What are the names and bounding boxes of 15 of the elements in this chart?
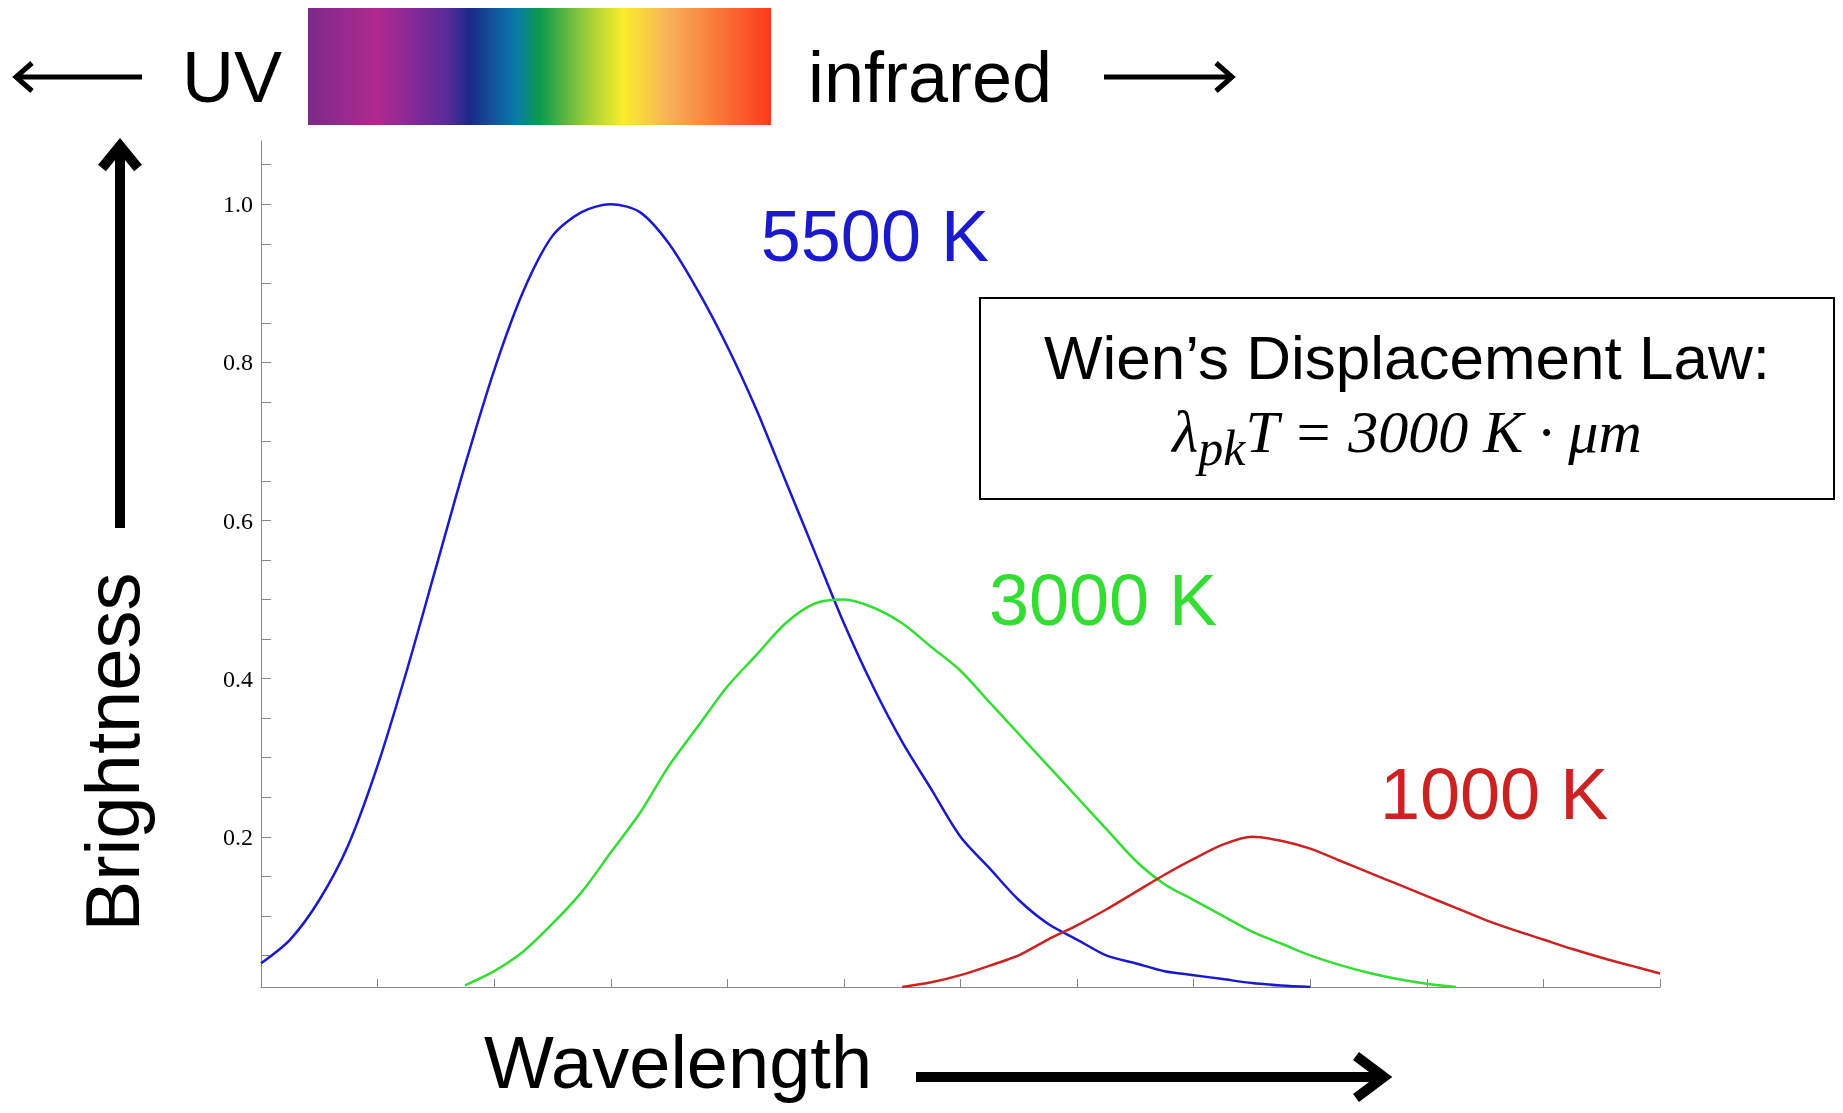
annotation: Wien’s Displacement Law: xyxy=(1043,322,1771,394)
y-axis-title: Brightness xyxy=(68,572,156,932)
series-label: 5500 K xyxy=(760,196,989,277)
line-series xyxy=(900,835,1662,989)
annotation: λ$_{pk}$T = 3000 K · μm xyxy=(1170,398,1643,478)
y-tick-label: 0.4 xyxy=(223,665,253,692)
series-label: 1000 K xyxy=(1379,753,1609,834)
y-tick-label: 0.6 xyxy=(223,507,253,534)
text: infrared xyxy=(808,36,1053,118)
y-tick-label: 0.2 xyxy=(223,823,253,850)
series-label: 3000 K xyxy=(988,559,1218,640)
y-tick-label: 1.0 xyxy=(223,191,253,218)
text: UV xyxy=(182,36,283,118)
x-axis-title: Wavelength xyxy=(484,1020,873,1106)
y-tick-label: 0.8 xyxy=(223,349,253,376)
